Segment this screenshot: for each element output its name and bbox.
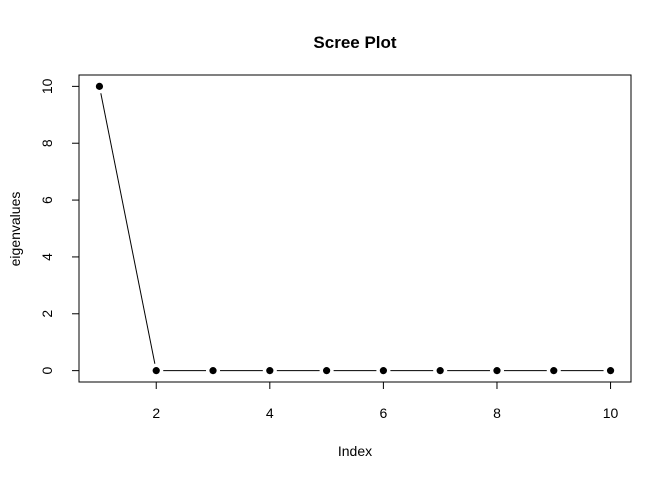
x-tick-label: 10 bbox=[603, 405, 619, 421]
y-axis-title: eigenvalues bbox=[7, 192, 23, 267]
y-tick-label: 8 bbox=[39, 139, 55, 147]
y-tick-label: 6 bbox=[39, 196, 55, 204]
data-point bbox=[323, 367, 331, 375]
plot-frame bbox=[78, 74, 632, 383]
y-tick-label: 2 bbox=[39, 310, 55, 318]
data-point bbox=[152, 367, 160, 375]
x-tick-label: 2 bbox=[152, 405, 160, 421]
data-point bbox=[493, 367, 501, 375]
y-tick-label: 10 bbox=[39, 78, 55, 94]
y-tick-label: 4 bbox=[39, 253, 55, 261]
data-point bbox=[209, 367, 217, 375]
x-tick-label: 6 bbox=[379, 405, 387, 421]
x-axis: 2 4 6 8 10 bbox=[152, 381, 619, 421]
data-point bbox=[436, 367, 444, 375]
data-point bbox=[266, 367, 274, 375]
series-segment bbox=[100, 93, 156, 364]
x-tick-label: 8 bbox=[493, 405, 501, 421]
data-point bbox=[95, 82, 104, 90]
y-tick-label: 0 bbox=[39, 367, 55, 375]
series-line-segments bbox=[100, 93, 604, 372]
chart-title: Scree Plot bbox=[313, 33, 396, 52]
x-axis-title: Index bbox=[338, 443, 372, 459]
data-point bbox=[379, 367, 387, 375]
y-axis: 0 2 4 6 8 10 bbox=[39, 78, 80, 375]
data-point bbox=[550, 367, 558, 375]
data-point bbox=[606, 367, 615, 375]
x-tick-label: 4 bbox=[266, 405, 274, 421]
data-points bbox=[95, 82, 615, 375]
